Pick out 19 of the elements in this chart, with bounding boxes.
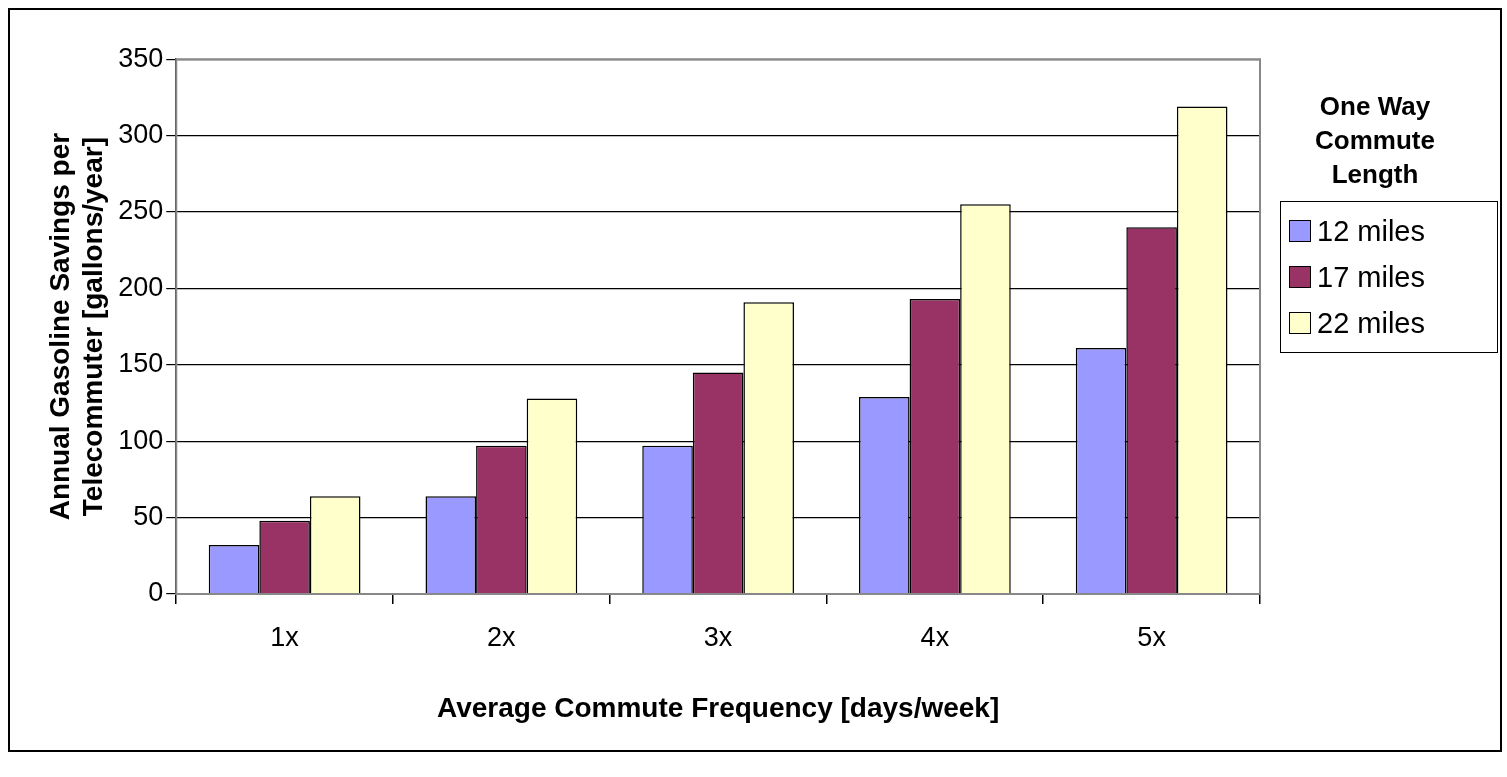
x-tick-label: 2x <box>487 621 517 652</box>
x-tick-label: 1x <box>270 621 300 652</box>
y-tick-label: 300 <box>118 119 164 150</box>
y-tick-label: 200 <box>118 271 164 302</box>
legend-label: 22 miles <box>1317 306 1425 340</box>
y-tick-label: 100 <box>118 424 164 455</box>
y-axis-title: Annual Gasoline Savings per Telecommuter [gallons/year] <box>43 132 109 521</box>
x-axis-title: Average Commute Frequency [days/week] <box>436 691 1000 723</box>
x-tick-label: 5x <box>1137 621 1167 652</box>
y-tick-label: 0 <box>148 577 164 608</box>
legend-label: 17 miles <box>1317 260 1425 294</box>
x-tick-label: 4x <box>920 621 950 652</box>
legend-label: 12 miles <box>1317 214 1425 248</box>
y-tick-label: 250 <box>118 195 164 226</box>
x-tick-label: 3x <box>703 621 733 652</box>
y-tick-label: 50 <box>133 501 164 532</box>
legend-title: One Way Commute Length <box>1314 90 1436 191</box>
y-tick-label: 350 <box>118 42 164 73</box>
y-tick-label: 150 <box>118 348 164 379</box>
